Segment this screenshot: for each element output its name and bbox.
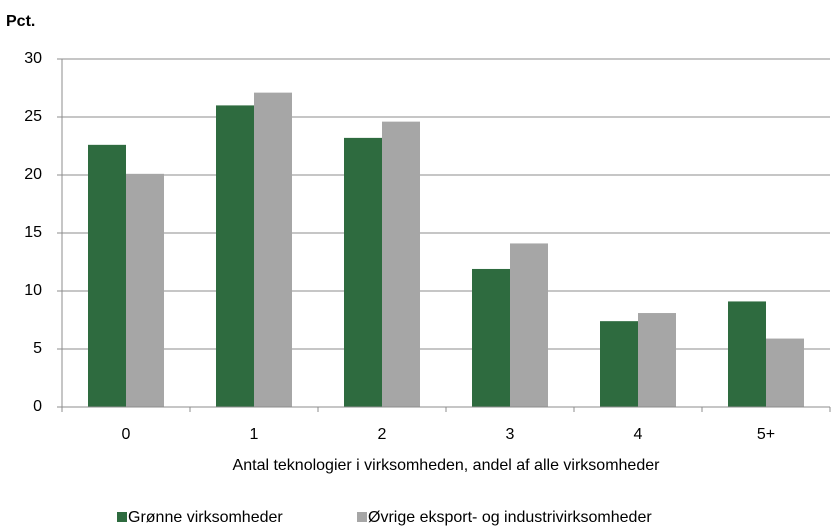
bar xyxy=(510,243,548,407)
legend-swatch xyxy=(117,512,127,522)
legend-swatch xyxy=(357,512,367,522)
y-tick-label: 30 xyxy=(24,50,42,67)
bar xyxy=(382,121,420,407)
bar xyxy=(344,137,382,407)
y-tick-label: 5 xyxy=(33,340,42,357)
x-tick-label: 0 xyxy=(122,426,131,443)
bar xyxy=(766,338,804,407)
bar xyxy=(638,313,676,407)
x-tick-label: 5+ xyxy=(757,426,775,443)
bar xyxy=(600,321,638,407)
legend-label: Grønne virksomheder xyxy=(128,509,283,526)
bar xyxy=(728,301,766,407)
bar xyxy=(472,268,510,407)
y-tick-label: 10 xyxy=(24,282,42,299)
y-tick-label: 15 xyxy=(24,224,42,241)
y-tick-label: 0 xyxy=(33,398,42,415)
x-tick-label: 4 xyxy=(634,426,643,443)
legend-label: Øvrige eksport- og industrivirksomheder xyxy=(368,509,652,526)
x-tick-label: 1 xyxy=(250,426,259,443)
bar xyxy=(216,105,254,408)
x-tick-label: 3 xyxy=(506,426,515,443)
y-tick-label: 25 xyxy=(24,108,42,125)
bar xyxy=(126,173,164,407)
y-tick-label: 20 xyxy=(24,166,42,183)
x-axis-label: Antal teknologier i virksomheden, andel … xyxy=(233,457,661,474)
x-tick-label: 2 xyxy=(378,426,387,443)
bar xyxy=(254,92,292,407)
y-axis-label: Pct. xyxy=(6,13,35,30)
bar xyxy=(88,144,126,407)
